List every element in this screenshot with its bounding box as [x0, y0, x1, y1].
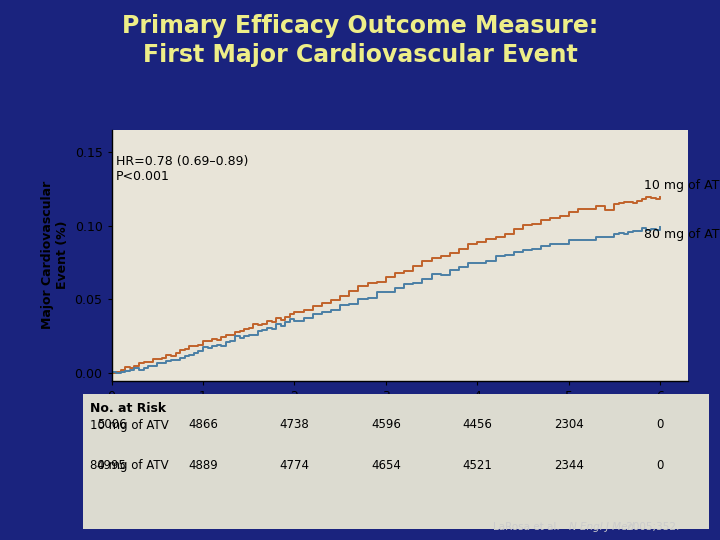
Text: 4456: 4456 [462, 418, 492, 431]
Text: Primary Efficacy Outcome Measure:: Primary Efficacy Outcome Measure: [122, 14, 598, 37]
Text: 0: 0 [657, 418, 664, 431]
Text: 4654: 4654 [371, 459, 401, 472]
Text: 10 mg of ATV: 10 mg of ATV [644, 179, 720, 192]
Text: N Engl J Med: N Engl J Med [569, 522, 634, 532]
Text: 2304: 2304 [554, 418, 584, 431]
Text: No. at Risk: No. at Risk [90, 402, 166, 415]
Text: HR=0.78 (0.69–0.89)
P<0.001: HR=0.78 (0.69–0.89) P<0.001 [116, 155, 248, 183]
Text: 4738: 4738 [279, 418, 310, 431]
X-axis label: Years: Years [376, 408, 423, 423]
Text: 4995: 4995 [96, 459, 127, 472]
Text: 2005;352.: 2005;352. [623, 522, 679, 532]
Y-axis label: Major Cardiovascular
Event (%): Major Cardiovascular Event (%) [41, 181, 69, 329]
Text: 80 mg of ATV: 80 mg of ATV [644, 228, 720, 241]
Text: 4866: 4866 [188, 418, 218, 431]
Text: 80 mg of ATV: 80 mg of ATV [90, 459, 168, 472]
Text: 0: 0 [657, 459, 664, 472]
Text: First Major Cardiovascular Event: First Major Cardiovascular Event [143, 43, 577, 67]
Text: 4521: 4521 [462, 459, 492, 472]
Text: 2344: 2344 [554, 459, 584, 472]
Text: 4889: 4889 [188, 459, 218, 472]
Text: LaRosa et al.: LaRosa et al. [493, 522, 567, 532]
Text: 5006: 5006 [96, 418, 127, 431]
Text: 4596: 4596 [371, 418, 401, 431]
Text: 4774: 4774 [279, 459, 310, 472]
Text: 10 mg of ATV: 10 mg of ATV [90, 418, 168, 431]
